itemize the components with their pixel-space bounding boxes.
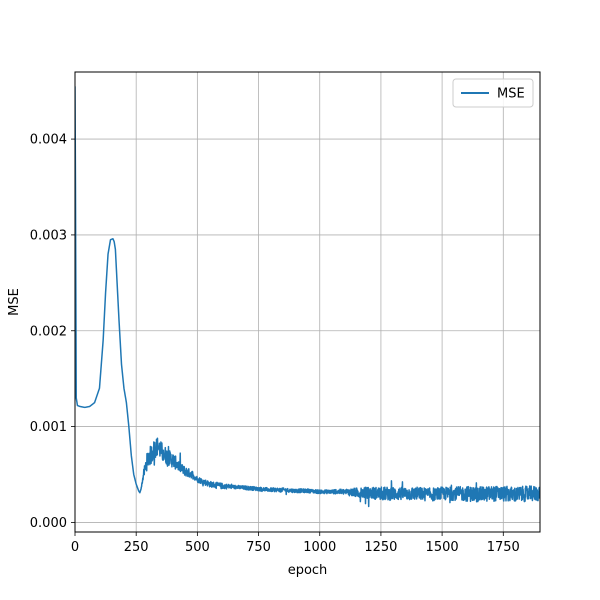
y-tick-label: 0.000 [30, 516, 67, 531]
y-tick-label: 0.004 [30, 133, 67, 148]
y-tick-label: 0.001 [30, 420, 67, 435]
y-tick-label: 0.003 [30, 228, 67, 243]
legend-label-mse: MSE [497, 87, 525, 102]
x-axis-ticks: 0 250 500 750 1000 1250 1500 1750 [71, 532, 520, 555]
series-line-mse [75, 86, 540, 508]
x-tick-label: 250 [124, 540, 149, 555]
series-layer [75, 86, 540, 508]
x-tick-label: 750 [246, 540, 271, 555]
x-tick-label: 1000 [303, 540, 336, 555]
x-tick-label: 1750 [487, 540, 520, 555]
x-tick-label: 500 [185, 540, 210, 555]
legend: MSE [452, 78, 534, 108]
x-tick-label: 1500 [426, 540, 459, 555]
y-tick-label: 0.002 [30, 324, 67, 339]
x-tick-label: 1250 [364, 540, 397, 555]
legend-box [452, 78, 534, 108]
grid [74, 72, 540, 532]
plot-area-frame [74, 71, 541, 533]
y-axis-ticks: 0.000 0.001 0.002 0.003 0.004 [30, 133, 75, 531]
x-axis-label: epoch [288, 563, 328, 578]
y-axis-label: MSE [7, 288, 22, 316]
x-tick-label: 0 [71, 540, 79, 555]
